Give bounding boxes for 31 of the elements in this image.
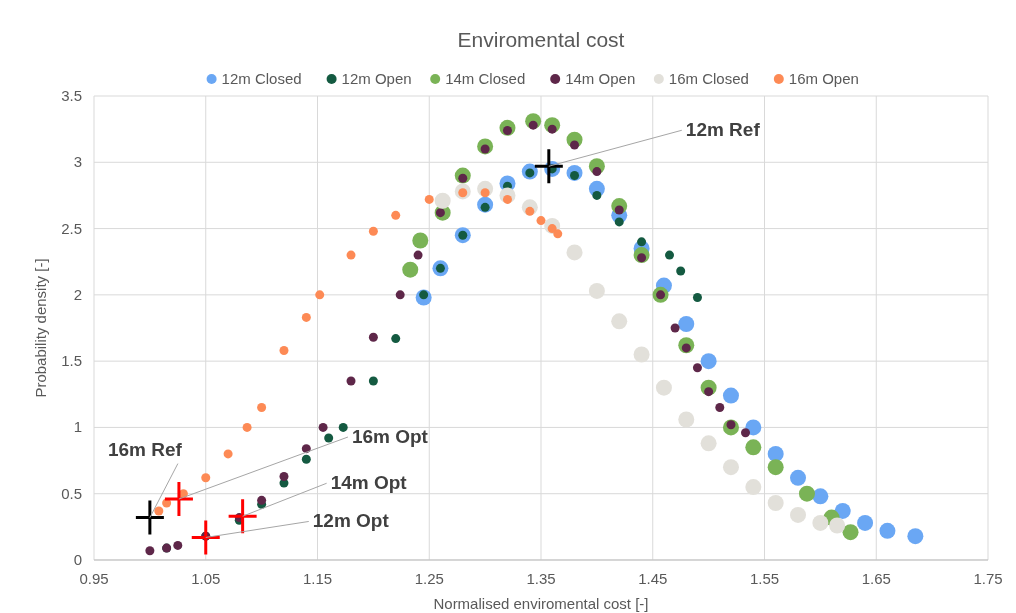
annotation: 16m Opt [351,426,429,448]
chart-title: Enviromental cost [457,28,625,51]
x-tick-label: 1.45 [638,570,668,587]
annotation: 16m Ref [107,438,183,460]
annotation: 14m Opt [330,472,408,494]
x-tick-label: 1.05 [191,570,221,587]
legend-label: 14m Closed [445,70,526,87]
y-axis-title: Probability density [-] [32,258,49,398]
y-tick-label: 3.5 [61,87,82,104]
legend-label: 14m Open [565,70,636,87]
y-tick-label: 1 [73,418,82,436]
annotation: 12m Ref [685,119,761,141]
y-tick-label: 2 [73,285,82,303]
y-tick-label: 0 [73,551,82,568]
x-tick-label: 0.95 [79,570,109,587]
x-tick-label: 1.65 [861,570,891,587]
legend-label: 12m Closed [221,70,302,87]
legend-label: 16m Closed [668,70,749,87]
y-tick-label: 1.5 [61,352,82,370]
x-axis-title: Normalised enviromental cost [-] [433,595,649,612]
legend-label: 16m Open [788,70,859,87]
y-tick-label: 3 [73,153,82,171]
x-tick-label: 1.75 [973,570,1003,587]
annotation: 12m Opt [312,510,390,532]
x-tick-label: 1.55 [749,570,780,587]
legend-label: 12m Open [341,70,412,87]
y-tick-label: 0.5 [61,484,82,502]
x-tick-label: 1.15 [302,570,333,587]
y-tick-label: 2.5 [61,219,82,237]
x-tick-label: 1.35 [526,570,556,587]
x-tick-label: 1.25 [414,570,444,587]
